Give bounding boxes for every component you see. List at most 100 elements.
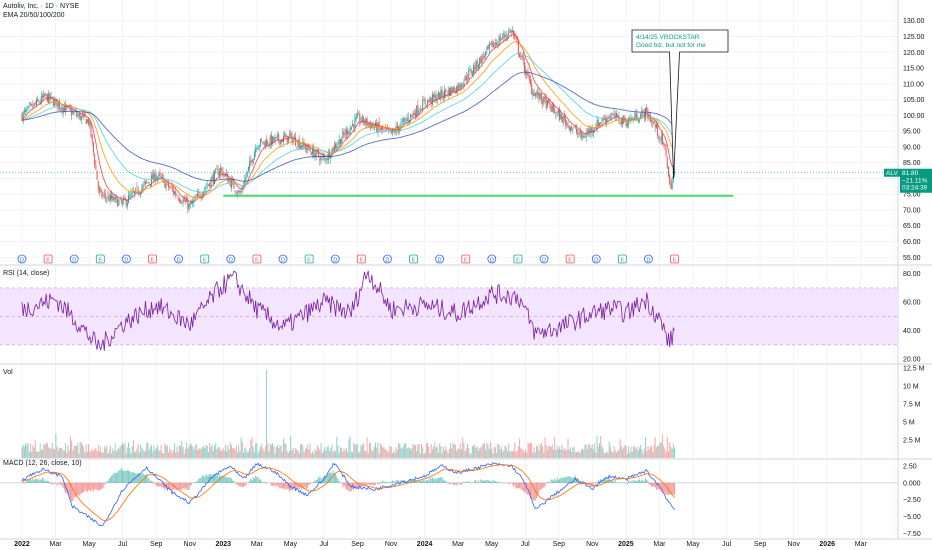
candle-body — [252, 158, 254, 164]
volume-legend[interactable]: Vol — [3, 369, 13, 376]
volume-bar — [31, 451, 33, 458]
volume-bar — [356, 444, 358, 458]
candle-body — [556, 111, 558, 114]
macd-histogram-bar — [86, 482, 88, 493]
volume-axis-label: 12.5 M — [903, 366, 925, 373]
macd-histogram-bar — [286, 482, 288, 489]
volume-bar — [54, 449, 56, 458]
volume-bar — [408, 447, 410, 458]
volume-bar — [55, 433, 57, 458]
volume-bar — [413, 444, 415, 458]
macd-histogram-bar — [391, 480, 393, 483]
candle-body — [49, 93, 51, 100]
candle-body — [165, 183, 167, 187]
event-marker-label: E — [412, 257, 416, 263]
volume-bar — [414, 445, 416, 458]
candle-body — [274, 137, 276, 141]
earnings-marker — [43, 254, 53, 264]
candle-body — [349, 127, 351, 135]
candle-body — [94, 154, 96, 165]
macd-histogram-bar — [543, 482, 545, 488]
macd-histogram-bar — [569, 476, 571, 483]
macd-histogram-bar — [470, 482, 472, 483]
price-axis-label: 70.00 — [903, 207, 921, 214]
chart-title[interactable]: Autoliv, Inc. · 1D · NYSE — [3, 3, 80, 10]
volume-bar — [284, 443, 286, 458]
candle-body — [155, 177, 157, 180]
volume-bar — [78, 453, 80, 458]
volume-bar — [270, 444, 272, 458]
volume-bar — [486, 443, 488, 458]
volume-bar — [398, 442, 400, 458]
candle-body — [649, 115, 651, 122]
macd-histogram-bar — [631, 480, 633, 483]
candle-body — [453, 86, 455, 92]
macd-histogram-bar — [493, 480, 495, 483]
volume-bar — [80, 442, 82, 458]
macd-histogram-bar — [396, 480, 398, 483]
volume-bar — [85, 443, 87, 458]
candle-body — [341, 139, 343, 144]
candle-body — [39, 102, 41, 104]
macd-histogram-bar — [338, 480, 340, 483]
volume-bar — [278, 448, 280, 458]
ema-legend[interactable]: EMA 20/50/100/200 — [3, 12, 65, 19]
rsi-legend[interactable]: RSI (14, close) — [3, 270, 50, 277]
candle-body — [424, 99, 426, 105]
volume-bar — [130, 453, 132, 458]
macd-histogram-bar — [114, 472, 116, 483]
x-axis: 2022 Mar May Jul Sep Nov 2023 Mar May Jul Sep Nov 20… — [14, 541, 867, 548]
candle-body — [187, 199, 189, 210]
volume-bar — [549, 446, 551, 458]
macd-histogram-bar — [247, 482, 249, 484]
candle-body — [186, 199, 188, 203]
volume-bar — [114, 443, 116, 458]
volume-bar — [399, 443, 401, 458]
macd-histogram-bar — [89, 482, 91, 491]
volume-bar — [262, 448, 264, 458]
candle-body — [170, 186, 172, 188]
candle-body — [651, 120, 653, 122]
ema100-line — [21, 53, 675, 193]
candle-body — [129, 195, 131, 197]
candle-body — [533, 93, 535, 97]
volume-bar — [226, 450, 228, 458]
candle-body — [381, 127, 383, 130]
price-axis-label: 85.00 — [903, 160, 921, 167]
dividend-marker — [383, 254, 392, 264]
volume-bar — [102, 452, 104, 458]
candle-body — [215, 169, 217, 172]
x-axis-label: Nov — [385, 541, 398, 548]
macd-histogram-bar — [253, 478, 255, 483]
volume-bar — [98, 451, 100, 458]
macd-histogram-bar — [561, 478, 563, 483]
candle-body — [450, 87, 452, 96]
x-axis-label: Mar — [50, 541, 63, 548]
volume-bar — [267, 443, 269, 458]
earnings-marker — [565, 254, 575, 264]
macd-histogram-bar — [429, 477, 431, 483]
candle-body — [205, 187, 207, 189]
volume-bar — [523, 452, 525, 458]
volume-bar — [640, 444, 642, 458]
annotation-box[interactable] — [631, 29, 729, 179]
candle-body — [120, 199, 122, 202]
macd-histogram-bar — [533, 482, 535, 501]
candle-body — [184, 200, 186, 202]
macd-histogram-bar — [410, 479, 412, 483]
candle-body — [551, 104, 553, 112]
volume-bar — [630, 446, 632, 458]
macd-histogram-bar — [120, 468, 122, 483]
macd-histogram-bar — [54, 482, 56, 485]
candle-body — [540, 93, 542, 100]
macd-legend[interactable]: MACD (12, 26, close, 10) — [3, 460, 82, 467]
macd-histogram-bar — [209, 474, 211, 483]
volume-bar — [533, 447, 535, 458]
candle-body — [475, 60, 477, 71]
candle-body — [486, 47, 488, 50]
macd-histogram-bar — [275, 482, 277, 487]
volume-bar — [505, 447, 507, 458]
volume-bar — [372, 450, 374, 458]
volume-bar — [22, 444, 24, 458]
